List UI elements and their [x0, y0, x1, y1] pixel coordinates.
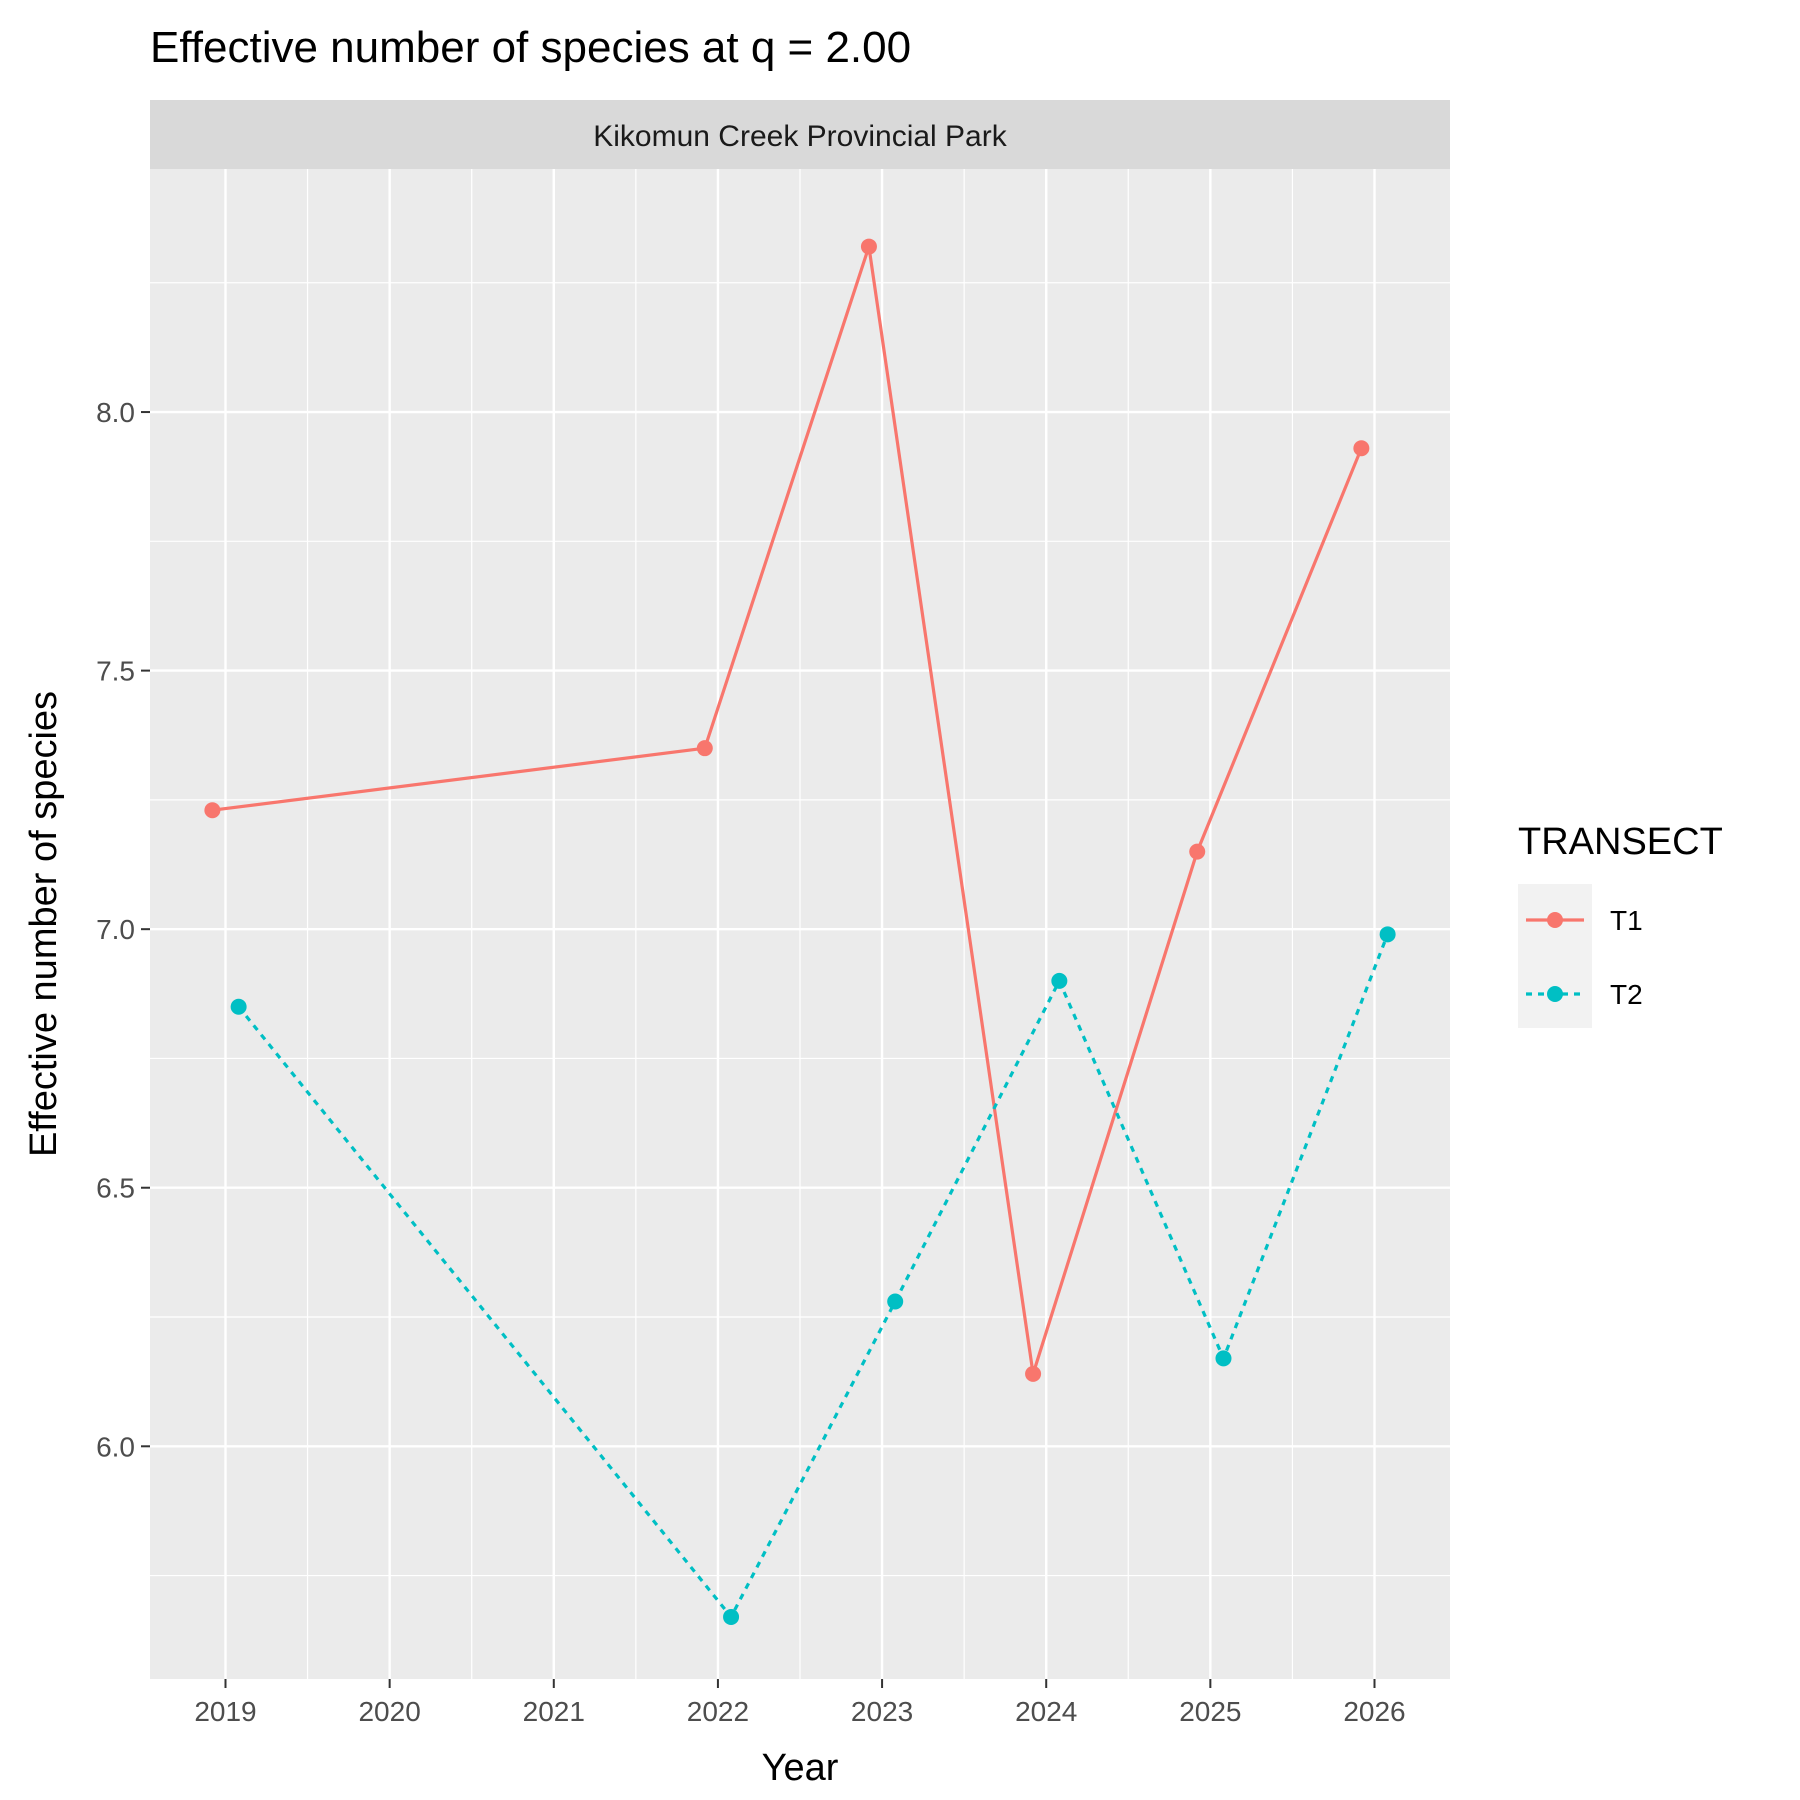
- data-point-t1: [1189, 843, 1206, 860]
- data-point-t1: [1353, 440, 1370, 457]
- chart-title: Effective number of species at q = 2.00: [150, 23, 911, 72]
- grid-minor: [150, 169, 1450, 1679]
- x-tick-label: 2020: [358, 1696, 420, 1727]
- legend: TRANSECT T1 T2: [1518, 821, 1723, 1028]
- data-point-t2: [723, 1608, 740, 1625]
- legend-label-t2: T2: [1610, 979, 1643, 1010]
- x-tick-label: 2025: [1179, 1696, 1241, 1727]
- legend-key-background: [1518, 884, 1592, 1028]
- data-point-t1: [696, 740, 713, 757]
- x-axis: 2019 2020 2021 2022 2023 2024 2025 2026: [194, 1679, 1406, 1727]
- data-point-t2: [230, 998, 247, 1015]
- series-layer: [204, 238, 1396, 1625]
- data-point-t1: [860, 238, 877, 255]
- data-point-t2: [1379, 926, 1396, 943]
- y-tick-label: 7.5: [96, 656, 135, 687]
- series-line-t1: [212, 246, 1363, 1375]
- grid-major: [150, 169, 1450, 1679]
- series-line-t2: [237, 933, 1390, 1620]
- y-axis-title: Effective number of species: [23, 691, 65, 1157]
- y-tick-label: 8.0: [96, 397, 135, 428]
- legend-title: TRANSECT: [1518, 821, 1723, 863]
- x-tick-label: 2026: [1343, 1696, 1405, 1727]
- y-axis: 6.0 6.5 7.0 7.5 8.0: [96, 397, 150, 1462]
- x-tick-label: 2019: [194, 1696, 256, 1727]
- legend-label-t1: T1: [1610, 905, 1643, 936]
- x-tick-label: 2022: [687, 1696, 749, 1727]
- legend-items: T1 T2: [1526, 905, 1643, 1010]
- x-tick-label: 2024: [1015, 1696, 1077, 1727]
- y-tick-label: 6.0: [96, 1431, 135, 1462]
- y-tick-label: 6.5: [96, 1173, 135, 1204]
- x-tick-label: 2023: [851, 1696, 913, 1727]
- facet-strip-label: Kikomun Creek Provincial Park: [593, 120, 1007, 153]
- legend-key-point-t2: [1547, 986, 1563, 1002]
- x-tick-label: 2021: [523, 1696, 585, 1727]
- facet-strip: [150, 100, 1450, 169]
- data-point-t2: [1215, 1350, 1232, 1367]
- x-axis-title: Year: [762, 1747, 839, 1789]
- data-point-t2: [1051, 972, 1068, 989]
- legend-key-point-t1: [1547, 912, 1563, 928]
- data-point-t2: [887, 1293, 904, 1310]
- data-point-t1: [1025, 1365, 1042, 1382]
- data-point-t1: [204, 802, 221, 819]
- y-tick-label: 7.0: [96, 914, 135, 945]
